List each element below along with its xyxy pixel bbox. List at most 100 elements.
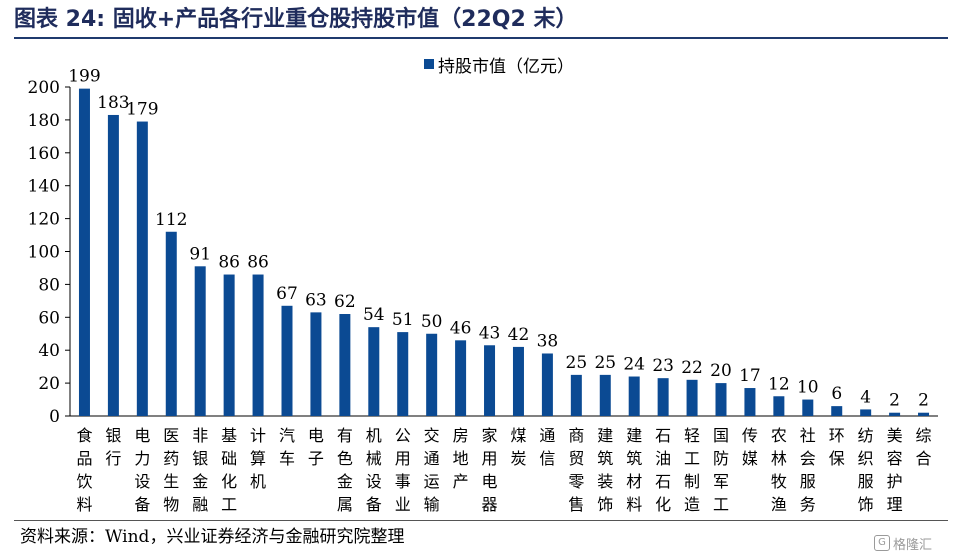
x-tick-label: 建筑材料: [626, 426, 642, 514]
x-tick-label: 纺织服饰: [858, 426, 874, 514]
x-tick-label: 石油石化: [655, 426, 671, 514]
x-tick-label: 医药生物: [163, 426, 179, 514]
bar: [773, 396, 785, 416]
data-label: 86: [247, 253, 269, 273]
data-label: 17: [739, 366, 761, 386]
bar: [165, 231, 177, 416]
x-tick-label: 房地产: [453, 426, 469, 491]
data-label: 183: [97, 93, 129, 113]
data-label: 42: [508, 325, 530, 345]
data-label: 2: [918, 391, 929, 411]
bar: [281, 305, 293, 416]
bar: [744, 388, 756, 416]
watermark-text: 格隆汇: [893, 537, 933, 553]
source-divider: [14, 520, 948, 521]
bar: [599, 374, 611, 416]
chart-legend: 持股市值（亿元）: [424, 52, 574, 77]
x-tick-label: 非银金融: [192, 426, 208, 514]
x-tick-label: 银行: [105, 426, 121, 468]
bar: [397, 332, 409, 416]
data-label: 63: [305, 290, 327, 310]
data-label: 2: [889, 391, 900, 411]
data-label: 22: [681, 358, 703, 378]
source-note: 资料来源：Wind，兴业证券经济与金融研究院整理: [20, 527, 405, 547]
data-label: 54: [363, 305, 385, 325]
data-label: 51: [392, 310, 414, 330]
x-tick-label: 家用电器: [482, 426, 498, 514]
x-tick-label: 通信: [539, 426, 555, 468]
bar: [78, 88, 90, 417]
data-label: 86: [218, 253, 240, 273]
legend-swatch: [424, 59, 434, 69]
bar: [889, 412, 901, 416]
bar: [715, 383, 727, 416]
bar-chart: 0 20 40 60 80 100 120 140 160 180 200 199 食品饮料 183 银行 1…: [28, 67, 938, 514]
watermark-logo-icon: G: [874, 535, 890, 551]
x-tick-label: 建筑装饰: [597, 426, 613, 514]
x-tick-label: 美容护理: [887, 426, 903, 514]
x-tick-label: 传媒: [742, 426, 758, 468]
x-tick-label: 煤炭: [510, 426, 526, 468]
data-label: 6: [831, 384, 842, 404]
y-tick-label: 80: [38, 275, 60, 295]
data-label: 46: [450, 318, 472, 338]
bar: [426, 333, 438, 416]
y-tick-label: 180: [28, 111, 60, 131]
bar: [570, 374, 582, 416]
y-tick-label: 40: [38, 341, 60, 361]
x-tick-label: 有色金属: [337, 426, 353, 514]
bar: [918, 412, 930, 416]
x-tick-label: 计算机: [250, 426, 266, 491]
data-label: 23: [652, 356, 674, 376]
bar: [628, 376, 640, 416]
y-tick-label: 120: [28, 210, 60, 230]
data-label: 179: [126, 100, 158, 120]
data-label: 91: [189, 244, 211, 264]
data-label: 12: [768, 374, 790, 394]
x-tick-label: 基础化工: [221, 426, 237, 514]
bar: [860, 409, 872, 416]
data-label: 20: [710, 361, 732, 381]
bar: [686, 379, 698, 416]
x-tick-label: 综合: [916, 426, 932, 468]
x-tick-label: 环保: [829, 426, 845, 468]
bar: [107, 114, 119, 416]
data-label: 25: [594, 353, 616, 373]
x-tick-label: 汽车: [279, 426, 295, 468]
x-tick-label: 电子: [308, 426, 324, 468]
bar: [136, 121, 148, 417]
data-label: 50: [421, 312, 443, 332]
watermark: G 格隆汇: [874, 532, 932, 554]
legend-label: 持股市值（亿元）: [438, 56, 574, 77]
y-tick-label: 160: [28, 144, 60, 164]
data-label: 24: [623, 355, 645, 375]
bar: [310, 312, 322, 416]
title-divider: [14, 37, 948, 39]
figure-title: 图表 24: 固收+产品各行业重仓股持股市值（22Q2 末）: [14, 7, 578, 32]
bar: [657, 378, 669, 416]
bar: [339, 314, 351, 416]
data-label: 25: [566, 353, 588, 373]
x-tick-label: 公用事业: [395, 426, 411, 514]
data-label: 43: [479, 323, 501, 343]
y-tick-label: 60: [38, 308, 60, 328]
x-tick-label: 电力设备: [134, 426, 150, 514]
bar: [541, 353, 553, 416]
bar: [194, 266, 206, 416]
x-tick-label: 国防军工: [713, 426, 729, 514]
x-tick-label: 农林牧渔: [771, 426, 787, 514]
y-tick-label: 0: [49, 407, 60, 427]
bar: [802, 399, 814, 416]
bar: [484, 345, 496, 416]
y-tick-label: 20: [38, 374, 60, 394]
y-tick-label: 100: [28, 243, 60, 263]
bar: [512, 346, 524, 416]
bar: [831, 406, 843, 416]
y-tick-label: 140: [28, 177, 60, 197]
data-label: 4: [860, 387, 871, 407]
data-label: 10: [797, 378, 819, 398]
bar: [455, 340, 467, 416]
y-tick-label: 200: [28, 78, 60, 98]
data-label: 38: [537, 331, 559, 351]
data-label: 62: [334, 292, 356, 312]
